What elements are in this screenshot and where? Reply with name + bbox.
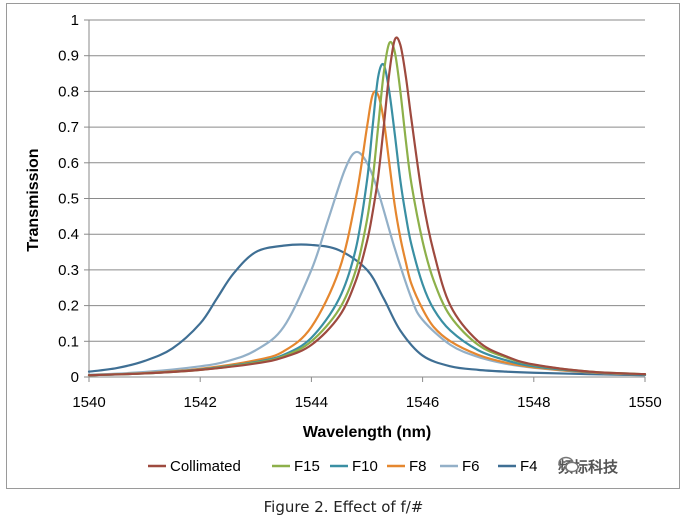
series-lines <box>87 36 647 377</box>
legend: Collimated F15 F10 F8 F6 F4 <box>148 458 538 475</box>
series-line-f6 <box>87 150 647 376</box>
y-tick-label: 0.9 <box>58 48 79 65</box>
legend-label: F6 <box>462 458 480 475</box>
legend-label: F15 <box>294 458 320 475</box>
legend-label: F10 <box>352 458 378 475</box>
y-tick-label: 0.3 <box>58 262 79 279</box>
figure-caption: Figure 2. Effect of f/# <box>263 498 424 516</box>
series-line-collimated <box>87 36 647 377</box>
legend-item-f6: F6 <box>440 458 480 475</box>
y-tick-label: 0.5 <box>58 191 79 208</box>
series-line-f10 <box>87 62 647 377</box>
x-tick-label: 1542 <box>184 394 217 411</box>
x-tick-label: 1548 <box>517 394 550 411</box>
series-line-f15 <box>87 40 647 377</box>
legend-label: Collimated <box>170 458 241 475</box>
x-tick-label: 1550 <box>628 394 661 411</box>
y-axis-label: Transmission <box>25 148 42 251</box>
series-line-f4 <box>87 243 647 377</box>
legend-label: F4 <box>520 458 538 475</box>
series-line-f8 <box>87 90 647 377</box>
x-tick-label: 1544 <box>295 394 328 411</box>
y-tick-label: 0.1 <box>58 333 79 350</box>
x-tick-label: 1540 <box>72 394 105 411</box>
wechat-icon <box>558 456 579 473</box>
y-tick-label: 0.2 <box>58 298 79 315</box>
x-axis-label: Wavelength (nm) <box>303 424 431 441</box>
x-tick-label: 1546 <box>406 394 439 411</box>
legend-item-f15: F15 <box>272 458 320 475</box>
legend-item-f4: F4 <box>498 458 538 475</box>
legend-label: F8 <box>409 458 427 475</box>
chart-frame <box>6 3 680 489</box>
tick-labels: 0 0.1 0.2 0.3 0.4 0.5 0.6 0.7 0.8 0.9 1 1540 1542 154… <box>58 12 662 411</box>
legend-item-collimated: Collimated <box>148 458 241 475</box>
watermark: 频标科技 <box>558 456 618 477</box>
legend-item-f8: F8 <box>387 458 427 475</box>
legend-item-f10: F10 <box>330 458 378 475</box>
y-tick-label: 0.4 <box>58 226 79 243</box>
axes <box>84 19 646 382</box>
y-tick-label: 0.6 <box>58 155 79 172</box>
y-tick-label: 1 <box>71 12 79 29</box>
y-tick-label: 0.8 <box>58 83 79 100</box>
y-tick-label: 0.7 <box>58 119 79 136</box>
y-tick-label: 0 <box>71 369 79 386</box>
